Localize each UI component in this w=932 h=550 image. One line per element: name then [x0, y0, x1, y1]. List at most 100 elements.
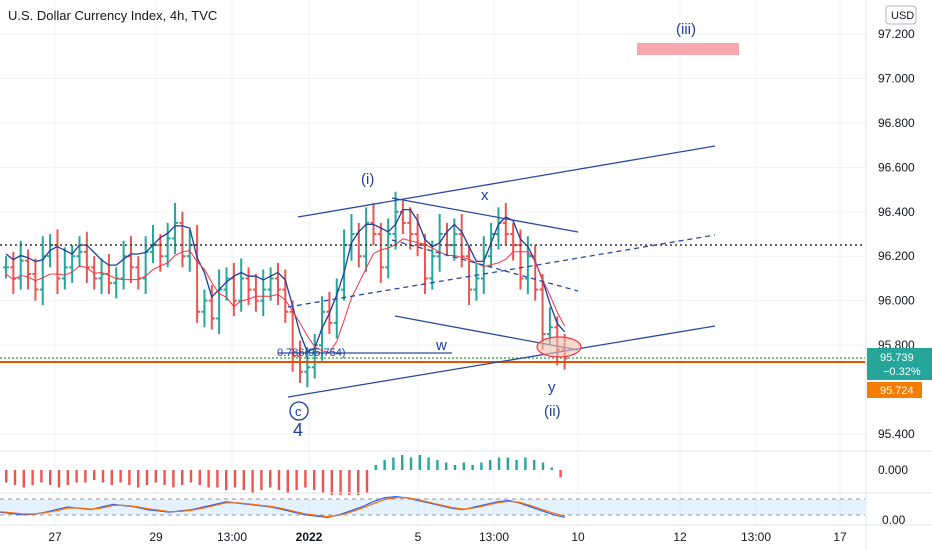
macd-bar [66, 470, 69, 485]
time-tick-label: 10 [571, 530, 585, 544]
price-tick-label: 96.800 [878, 116, 915, 130]
time-tick-label: 5 [415, 530, 422, 544]
price-tick-label: 96.600 [878, 160, 915, 174]
wave-drawings [278, 145, 716, 398]
wave-c-label: c [295, 404, 302, 419]
wave-y-label: y [548, 379, 556, 396]
price-bar [135, 256, 142, 290]
price-bar [201, 289, 208, 328]
macd-bar [49, 470, 52, 485]
macd-bar [445, 462, 448, 470]
price-bar [466, 245, 473, 306]
orange-level-tag [867, 382, 922, 398]
price-bar [208, 285, 215, 330]
macd-bar [409, 457, 413, 470]
price-bar [363, 207, 370, 272]
price-bar [267, 267, 274, 301]
macd-bar [181, 470, 184, 485]
macd-bar [101, 470, 105, 483]
price-tick-label: 96.200 [878, 249, 915, 263]
price-bar [32, 258, 39, 301]
mid-channel-dashed-line [287, 234, 716, 308]
price-bar [252, 274, 259, 312]
time-tick-label: 2022 [296, 530, 323, 544]
wave-i-label: (i) [361, 171, 374, 188]
price-bar [399, 200, 406, 234]
stoch-band [0, 499, 865, 515]
macd-bar [225, 470, 228, 490]
macd-bar [251, 470, 254, 493]
price-bar [127, 236, 134, 283]
macd-bar [453, 465, 457, 470]
macd-bar [145, 470, 149, 485]
macd-bar [128, 470, 131, 485]
time-tick-label: 13:00 [217, 530, 247, 544]
price-bar [444, 222, 450, 257]
upper-channel-line [297, 145, 716, 218]
price-bar [194, 225, 201, 323]
macd-bar [533, 460, 536, 470]
macd-bar [5, 470, 8, 483]
macd-bar [436, 460, 439, 470]
macd-bar [330, 470, 333, 495]
price-bar [120, 240, 127, 290]
fib-label: 0.786(95.754) [277, 347, 346, 359]
macd-bar [198, 470, 201, 485]
price-bar [83, 231, 90, 283]
macd-bar [286, 470, 289, 493]
chart-title: U.S. Dollar Currency Index, 4h, TVC [8, 8, 217, 23]
macd-bar [365, 470, 369, 493]
price-bar [223, 267, 230, 301]
price-bar [61, 247, 68, 290]
macd-bar [110, 470, 113, 485]
macd-bar [480, 462, 483, 470]
macd-bar [462, 462, 465, 470]
price-bar [76, 236, 83, 268]
macd-bar [233, 470, 237, 488]
macd-bar [295, 470, 298, 490]
time-axis[interactable]: 27 29 13:00 2022 5 13:00 10 12 13:00 17 [48, 530, 847, 544]
price-bar [304, 347, 311, 388]
macd-bar [321, 470, 325, 493]
price-bar [69, 245, 76, 283]
price-bar [282, 269, 289, 323]
macd-bar [313, 470, 316, 490]
blue-moving-average-line [5, 208, 566, 353]
price-bar [179, 211, 186, 268]
macd-bar [13, 470, 17, 485]
macd-axis-label: 0.000 [878, 463, 908, 477]
macd-bar [348, 470, 351, 495]
time-tick-label: 17 [833, 530, 847, 544]
currency-button[interactable] [885, 5, 917, 25]
price-bar [510, 222, 517, 261]
macd-bar [242, 470, 245, 490]
time-tick-label: 27 [48, 530, 62, 544]
macd-bar [497, 457, 501, 470]
current-price-tag [867, 348, 932, 380]
macd-bar [22, 470, 25, 488]
price-bar [25, 249, 32, 290]
price-bar [429, 240, 436, 290]
macd-bar [260, 470, 263, 490]
macd-bar [31, 470, 34, 485]
wave-iii-label: (iii) [676, 21, 696, 38]
x-dashed-line [391, 239, 579, 292]
orange-level-value: 95.724 [880, 385, 914, 397]
macd-bar [93, 470, 96, 480]
price-bar [473, 262, 480, 301]
time-tick-label: 12 [673, 530, 687, 544]
red-moving-average-line [5, 238, 566, 354]
macd-bar [515, 460, 518, 470]
price-bar [421, 234, 428, 294]
price-bar [407, 207, 414, 250]
price-axis[interactable]: 97.200 97.000 96.800 96.600 96.400 96.200 96.0… [878, 27, 915, 441]
currency-label: USD [891, 10, 914, 22]
macd-bar [304, 470, 307, 488]
price-tick-label: 96.000 [878, 294, 915, 308]
price-bar [39, 236, 46, 306]
price-tick-label: 95.400 [878, 427, 915, 441]
macd-bar [216, 470, 219, 488]
macd-bar [357, 470, 360, 495]
price-bar [502, 202, 509, 246]
